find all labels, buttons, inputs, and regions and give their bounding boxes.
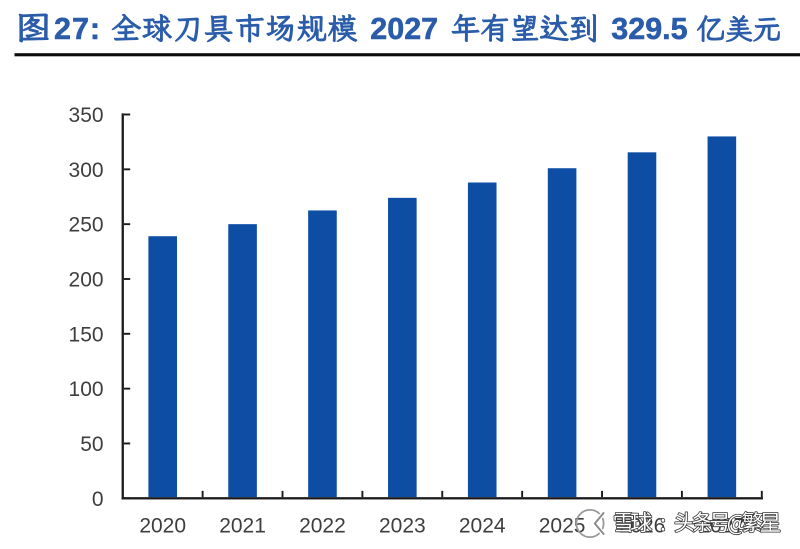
svg-text:100: 100 (69, 378, 104, 401)
svg-text:2021: 2021 (219, 514, 266, 537)
svg-text:50: 50 (80, 433, 103, 456)
svg-text:2020: 2020 (139, 514, 186, 537)
svg-text:2024: 2024 (459, 514, 506, 537)
svg-text:2027: 2027 (370, 12, 438, 46)
svg-text:0: 0 (92, 488, 104, 511)
svg-text:150: 150 (69, 323, 104, 346)
svg-text:350: 350 (69, 104, 104, 127)
svg-text:329.5: 329.5 (611, 12, 687, 46)
svg-text:200: 200 (69, 268, 104, 291)
svg-text:27:: 27: (54, 12, 101, 46)
svg-text:250: 250 (69, 214, 104, 237)
svg-text:2022: 2022 (299, 514, 346, 537)
svg-text:300: 300 (69, 159, 104, 182)
svg-text:2023: 2023 (379, 514, 426, 537)
svg-text:2025: 2025 (539, 514, 586, 537)
